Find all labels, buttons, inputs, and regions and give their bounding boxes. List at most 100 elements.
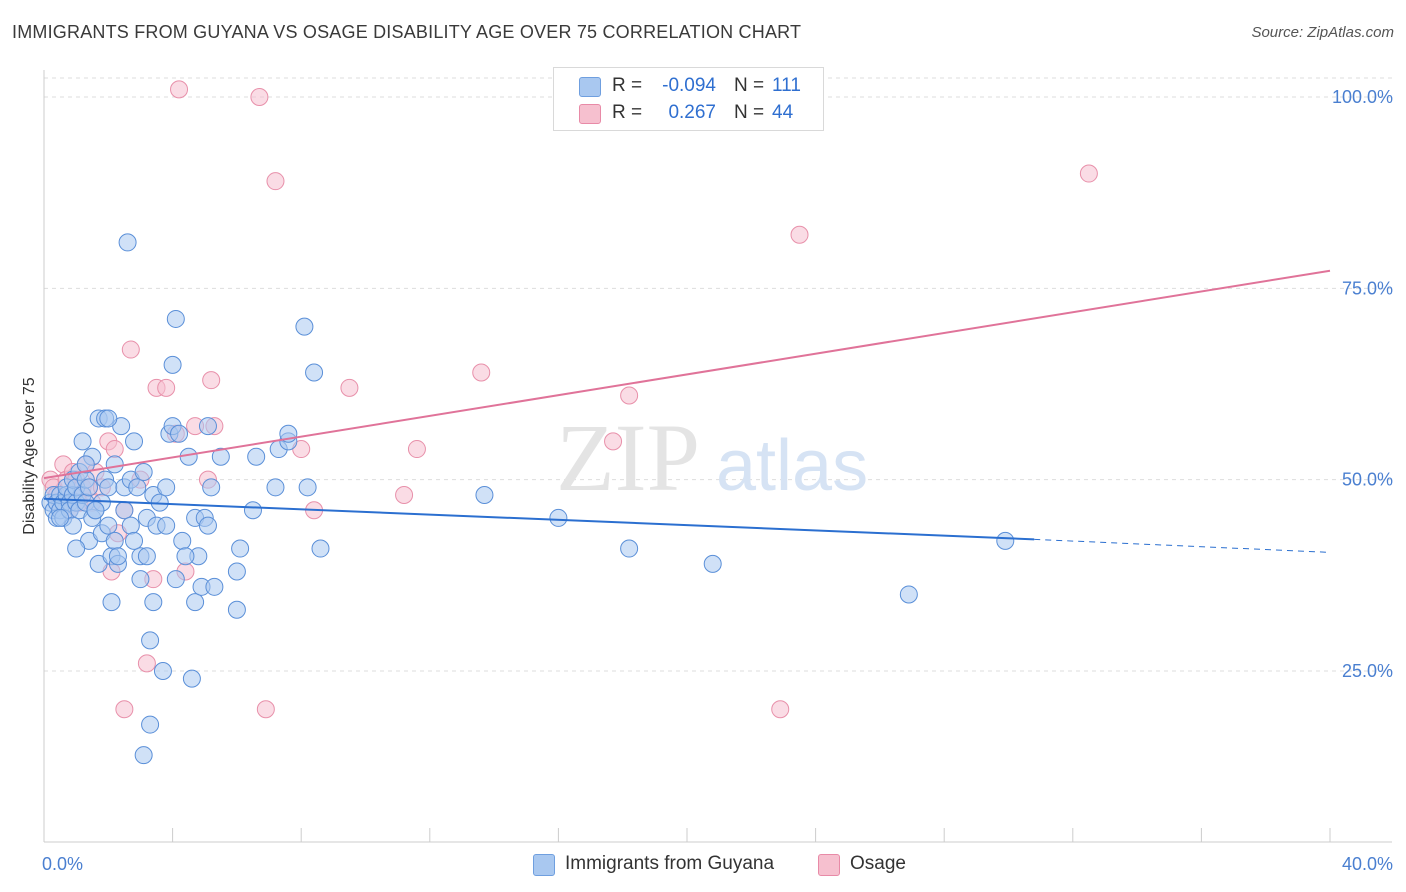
guyana-point — [137, 547, 156, 566]
guyana-point — [80, 478, 99, 497]
grid-lines — [44, 77, 1392, 672]
legend-n-value: 111 — [772, 75, 801, 96]
y-tick-label: 50.0% — [1342, 470, 1393, 490]
osage-point — [121, 340, 140, 359]
legend-row-osage: R = 0.267 N = 44 — [554, 101, 823, 127]
guyana-trend-line — [43, 497, 1035, 541]
y-tick-label: 25.0% — [1342, 661, 1393, 681]
osage-point — [137, 654, 156, 673]
guyana-point — [134, 746, 153, 765]
osage-point — [771, 700, 790, 719]
guyana-point — [141, 715, 160, 734]
guyana-point — [76, 455, 95, 474]
axes — [43, 70, 1392, 843]
guyana-point — [163, 355, 182, 374]
legend-swatch-osage — [579, 104, 601, 124]
guyana-point — [128, 478, 147, 497]
osage-point — [340, 378, 359, 397]
x-tick-label: 0.0% — [42, 854, 83, 874]
osage-point — [620, 386, 639, 405]
guyana-point — [105, 455, 124, 474]
guyana-point — [305, 363, 324, 382]
osage-trend-line — [43, 269, 1331, 480]
watermark-zip: ZIP — [556, 404, 700, 511]
guyana-point — [166, 309, 185, 328]
guyana-point — [186, 593, 205, 612]
legend-n-label: N = — [734, 75, 765, 96]
legend-r-value: -0.094 — [662, 75, 716, 96]
osage-point — [170, 80, 189, 99]
guyana-point — [295, 317, 314, 336]
osage-point — [604, 432, 623, 451]
osage-point — [266, 172, 285, 191]
osage-point — [115, 700, 134, 719]
guyana-point — [198, 516, 217, 535]
guyana-point — [227, 562, 246, 581]
osage-point — [157, 378, 176, 397]
guyana-point — [118, 233, 137, 252]
guyana-point — [86, 501, 105, 520]
y-tick-label: 100.0% — [1332, 87, 1393, 107]
guyana-point — [134, 463, 153, 482]
osage-point — [105, 440, 124, 459]
guyana-point — [108, 547, 127, 566]
guyana-point — [67, 539, 86, 558]
guyana-point — [73, 432, 92, 451]
guyana-point — [202, 478, 221, 497]
x-tick-labels: 0.0% 40.0% — [42, 854, 1393, 874]
guyana-point — [996, 531, 1015, 550]
legend-label-osage: Osage — [850, 853, 906, 874]
guyana-point — [198, 417, 217, 436]
stats-legend: R = -0.094 N = 111 R = 0.267 N = 44 — [553, 67, 824, 131]
legend-swatch-osage — [818, 854, 840, 876]
guyana-point — [176, 547, 195, 566]
series-osage-points — [41, 80, 1098, 719]
guyana-point — [105, 531, 124, 550]
guyana-point — [99, 409, 118, 428]
osage-point — [790, 225, 809, 244]
guyana-point — [298, 478, 317, 497]
guyana-trend-extension — [1034, 538, 1331, 553]
legend-label-guyana: Immigrants from Guyana — [565, 853, 775, 874]
guyana-point — [205, 577, 224, 596]
osage-point — [202, 371, 221, 390]
guyana-point — [99, 516, 118, 535]
series-legend: Immigrants from Guyana Osage — [0, 852, 1406, 878]
guyana-point — [475, 485, 494, 504]
osage-point — [395, 485, 414, 504]
guyana-point — [620, 539, 639, 558]
legend-n-value: 44 — [772, 102, 794, 123]
legend-r-value: 0.267 — [668, 102, 716, 123]
osage-point — [1079, 164, 1098, 183]
guyana-point — [182, 669, 201, 688]
guyana-point — [125, 432, 144, 451]
legend-row-guyana: R = -0.094 N = 111 — [554, 74, 823, 100]
guyana-point — [243, 501, 262, 520]
x-tick-label: 40.0% — [1342, 854, 1393, 874]
guyana-point — [549, 508, 568, 527]
y-tick-labels: 25.0% 50.0% 75.0% 100.0% — [1332, 87, 1393, 681]
guyana-point — [141, 631, 160, 650]
guyana-point — [266, 478, 285, 497]
guyana-point — [157, 516, 176, 535]
guyana-point — [227, 600, 246, 619]
guyana-point — [173, 531, 192, 550]
guyana-point — [102, 593, 121, 612]
legend-n-label: N = — [734, 102, 765, 123]
guyana-point — [153, 662, 172, 680]
guyana-point — [311, 539, 330, 558]
guyana-point — [99, 478, 118, 497]
guyana-point — [121, 516, 140, 535]
legend-r-label: R = — [612, 102, 643, 123]
osage-point — [250, 88, 269, 106]
source-note: Source: ZipAtlas.com — [1251, 24, 1394, 41]
legend-r-label: R = — [612, 75, 643, 96]
chart-title: IMMIGRANTS FROM GUYANA VS OSAGE DISABILI… — [12, 22, 802, 42]
guyana-point — [131, 570, 150, 589]
watermark-atlas: atlas — [716, 426, 868, 506]
guyana-point — [115, 501, 134, 520]
guyana-point — [157, 478, 176, 497]
guyana-point — [51, 508, 70, 527]
guyana-point — [125, 531, 144, 550]
